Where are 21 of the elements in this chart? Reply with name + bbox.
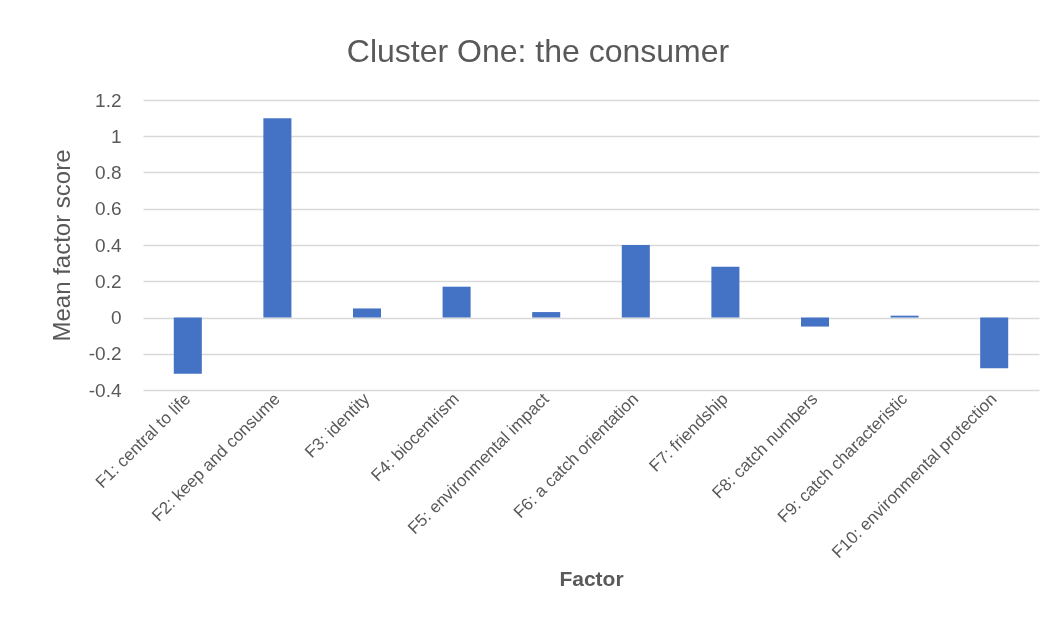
bar (800, 317, 830, 327)
y-tick-label: -0.4 (88, 379, 122, 401)
y-tick-label: 0.8 (95, 162, 122, 183)
bar (711, 266, 740, 318)
y-tick-label: 1 (110, 125, 122, 147)
bar (532, 312, 561, 318)
y-tick-label: 0 (110, 307, 122, 328)
y-tick-label: 1.2 (95, 89, 122, 111)
bar (621, 245, 650, 318)
y-tick-label: -0.2 (88, 343, 122, 365)
y-tick-label: 0.6 (95, 198, 122, 220)
bar (263, 118, 292, 318)
chart-title: Cluster One: the consumer (346, 33, 730, 69)
y-axis-title: Mean factor score (47, 149, 75, 342)
y-tick-label: 0.4 (95, 234, 122, 256)
bar (173, 317, 202, 374)
y-tick-label: 0.2 (95, 270, 122, 292)
bar (352, 308, 382, 318)
bar (980, 317, 1009, 369)
bar (442, 286, 471, 318)
x-axis-title: Factor (559, 567, 624, 591)
